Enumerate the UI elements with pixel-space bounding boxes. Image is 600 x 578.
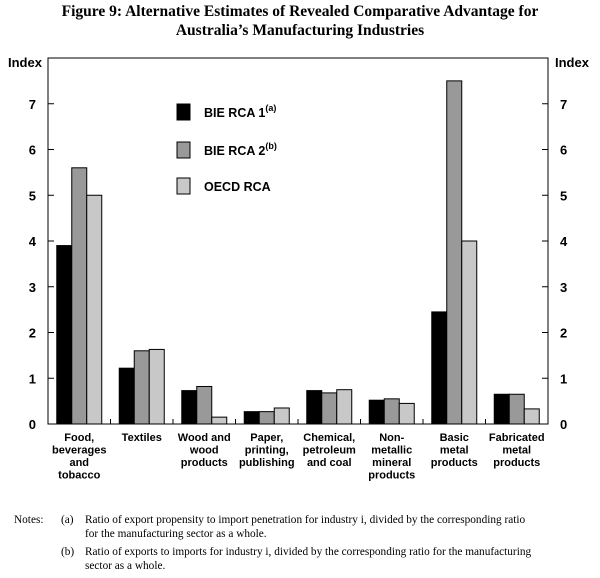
y-tick-label-right: 4	[560, 234, 568, 249]
bar-bie-rca-2	[71, 167, 88, 425]
category-label: mineral	[372, 457, 411, 469]
bar-bie-rca-2	[508, 393, 525, 425]
bar-bie-rca-1	[56, 245, 73, 425]
category-label: Wood and	[178, 432, 231, 444]
notes-prefix-spacer	[14, 546, 61, 573]
y-tick-label-right: 6	[560, 143, 567, 158]
category-label: Non-	[379, 432, 404, 444]
bar-bie-rca-2	[196, 385, 213, 425]
bar-bie-rca-2	[383, 398, 400, 425]
y-tick-label-left: 6	[29, 143, 36, 158]
legend-swatch	[176, 141, 191, 159]
bar-bie-rca-1	[181, 390, 198, 425]
note-b-text: Ratio of exports to imports for industry…	[85, 546, 594, 573]
y-tick-label-left: 5	[29, 188, 36, 203]
y-tick-label-right: 1	[560, 371, 567, 386]
bar-chart: 0 0 1 1 2 2 3 3 4 4 5 5 6 6 7 7 Food,beveragesandtobacco…	[29, 57, 568, 482]
y-tick-label-right: 0	[560, 417, 567, 432]
y-tick-label-left: 0	[29, 417, 36, 432]
bar-oecd-rca	[211, 416, 228, 425]
y-axis-title-right: Index	[555, 55, 589, 70]
y-tick-label-right: 7	[560, 97, 567, 112]
note-a: Notes: (a) Ratio of export propensity to…	[14, 514, 594, 541]
y-tick-label-right: 2	[560, 326, 567, 341]
category-label: products	[431, 457, 478, 469]
note-b-letter: (b)	[61, 546, 75, 558]
legend-label: OECD RCA	[204, 180, 271, 194]
category-label: wood	[189, 445, 219, 457]
bar-oecd-rca	[461, 240, 478, 425]
category-label: metallic	[371, 445, 412, 457]
bar-oecd-rca	[148, 348, 165, 425]
bar-bie-rca-1	[431, 311, 448, 425]
legend-label: BIE RCA 1(a)	[204, 103, 276, 120]
bar-oecd-rca	[273, 407, 290, 425]
note-a-line-2: for the manufacturing sector as a whole.	[85, 527, 267, 540]
category-label: products	[181, 457, 228, 469]
legend-superscript: (b)	[265, 141, 277, 151]
bar-bie-rca-1	[306, 390, 323, 425]
bar-oecd-rca	[86, 194, 103, 425]
bar-bie-rca-1	[243, 411, 260, 425]
y-tick-label-right: 5	[560, 188, 567, 203]
y-tick-label-left: 4	[29, 234, 37, 249]
note-a-letter: (a)	[61, 514, 74, 526]
chart-title-line-2: Australia’s Manufacturing Industries	[175, 22, 425, 39]
category-label: tobacco	[58, 470, 100, 482]
category-label: publishing	[239, 457, 295, 469]
category-label: petroleum	[303, 445, 356, 457]
note-a-line-1: Ratio of export propensity to import pen…	[85, 514, 526, 526]
note-b-line-1: Ratio of exports to imports for industry…	[85, 546, 532, 558]
notes-prefix: Notes:	[14, 514, 44, 526]
chart-title: Figure 9: Alternative Estimates of Revea…	[0, 2, 600, 40]
note-b-line-2: sector as a whole.	[85, 559, 166, 572]
bar-oecd-rca	[398, 402, 415, 425]
notes: Notes: (a) Ratio of export propensity to…	[14, 514, 594, 578]
bar-oecd-rca	[336, 389, 353, 425]
note-b: (b) Ratio of exports to imports for indu…	[14, 546, 594, 573]
bar-bie-rca-1	[368, 399, 385, 425]
note-a-text: Ratio of export propensity to import pen…	[85, 514, 594, 541]
legend-swatch	[176, 177, 191, 195]
category-label: metal	[502, 445, 531, 457]
category-label: Fabricated	[489, 432, 545, 444]
chart-title-line-1: Figure 9: Alternative Estimates of Revea…	[61, 3, 539, 20]
bar-bie-rca-1	[493, 393, 510, 425]
category-label: and coal	[307, 457, 352, 469]
bar-bie-rca-2	[321, 392, 338, 425]
category-label: products	[493, 457, 540, 469]
legend-label: BIE RCA 2(b)	[204, 141, 277, 158]
bar-bie-rca-2	[133, 350, 150, 425]
y-tick-label-left: 3	[29, 280, 36, 295]
category-label: Textiles	[122, 432, 162, 444]
category-label: and	[69, 457, 89, 469]
y-tick-label-left: 2	[29, 326, 36, 341]
legend-swatch	[176, 103, 191, 121]
bar-bie-rca-1	[118, 367, 135, 425]
category-label: products	[368, 470, 415, 482]
category-label: printing,	[245, 445, 289, 457]
bar-bie-rca-2	[258, 411, 275, 425]
y-tick-label-left: 1	[29, 371, 36, 386]
bar-oecd-rca	[523, 408, 540, 425]
y-tick-label-right: 3	[560, 280, 567, 295]
category-label: beverages	[52, 445, 106, 457]
y-axis-title-left: Index	[8, 55, 42, 70]
category-label: Basic	[440, 432, 469, 444]
category-label: Paper,	[250, 432, 283, 444]
category-label: Chemical,	[303, 432, 355, 444]
category-label: metal	[440, 445, 469, 457]
legend-superscript: (a)	[265, 103, 276, 113]
bar-bie-rca-2	[446, 80, 463, 425]
y-tick-label-left: 7	[29, 97, 36, 112]
category-label: Food,	[64, 432, 94, 444]
